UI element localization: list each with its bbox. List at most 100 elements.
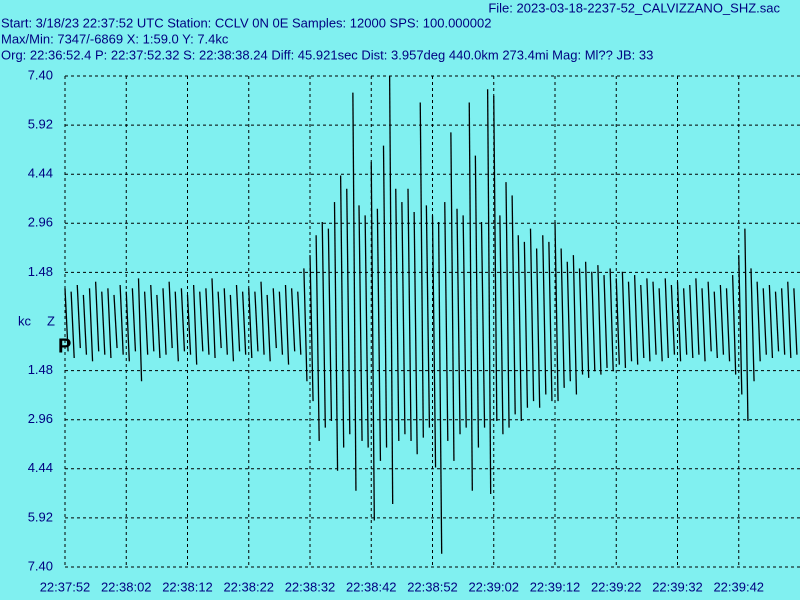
waveform-segment	[774, 291, 780, 352]
x-tick-label: 22:39:12	[530, 579, 581, 594]
waveform-segment	[401, 202, 406, 435]
y-tick-label: 2.96	[28, 411, 53, 426]
waveform-segment	[505, 182, 510, 428]
waveform-segment	[615, 278, 620, 365]
waveform-segment	[480, 221, 486, 428]
waveform-segment	[199, 291, 204, 352]
waveform-segment	[205, 288, 210, 355]
waveform-segment	[333, 202, 339, 471]
y-tick-label: 4.44	[28, 460, 53, 475]
waveform-segment	[321, 221, 326, 428]
waveform-segment	[682, 288, 688, 355]
x-tick-label: 22:38:22	[223, 579, 274, 594]
waveform-segment	[689, 284, 694, 359]
waveform-segment	[266, 294, 271, 362]
waveform-segment	[217, 291, 222, 349]
waveform-segment	[584, 261, 590, 378]
waveform-segment	[780, 288, 786, 355]
y-tick-label: 1.48	[28, 362, 53, 377]
x-tick-label: 22:39:22	[591, 579, 642, 594]
waveform-segment	[327, 228, 333, 422]
waveform-segment	[168, 281, 173, 349]
waveform-segment	[548, 241, 553, 402]
waveform-segment	[431, 215, 437, 468]
y-tick-label: 7.40	[28, 67, 53, 82]
waveform-segment	[174, 291, 179, 362]
waveform-segment	[493, 95, 498, 422]
waveform-segment	[768, 284, 774, 359]
waveform-segment	[603, 275, 608, 368]
file-name: File: 2023-03-18-2237-52_CALVIZZANO_SHZ.…	[488, 0, 780, 15]
waveform-segment	[554, 221, 559, 402]
waveform-segment	[756, 281, 761, 362]
waveform-segment	[670, 284, 676, 355]
waveform-segment	[750, 268, 755, 382]
x-tick-label: 22:37:52	[40, 579, 91, 594]
waveform-segment	[290, 288, 296, 352]
waveform-segment	[70, 291, 75, 359]
waveform-segment	[395, 188, 400, 441]
y-tick-label: 1.48	[28, 264, 53, 279]
waveform-segment	[150, 284, 155, 352]
waveform-segment	[278, 291, 284, 355]
waveform-segment	[701, 288, 706, 362]
waveform-segment	[731, 275, 737, 375]
waveform-segment	[572, 255, 578, 395]
waveform-segment	[744, 228, 749, 422]
waveform-segment	[517, 235, 522, 422]
waveform-segment	[640, 284, 645, 359]
waveform-segment	[315, 235, 320, 441]
waveform-segment	[621, 271, 627, 368]
waveform-segment	[560, 248, 565, 388]
start-info: Start: 3/18/23 22:37:52 UTC Station: CCL…	[1, 15, 491, 30]
channel-label: Z	[47, 313, 55, 328]
waveform-segment	[248, 288, 253, 359]
waveform-segment	[591, 271, 596, 372]
waveform-segment	[444, 202, 449, 441]
waveform-segment	[382, 145, 388, 448]
waveform-segment	[119, 284, 124, 355]
waveform-segment	[303, 268, 308, 382]
waveform-segment	[260, 281, 265, 355]
waveform-segment	[364, 215, 369, 448]
waveform-segment	[425, 205, 431, 428]
waveform-segment	[388, 75, 394, 504]
waveform-segment	[566, 261, 571, 382]
waveform-segment	[156, 294, 161, 359]
waveform-segment	[523, 241, 529, 408]
waveform-segment	[713, 291, 718, 359]
waveform-segment	[125, 291, 130, 362]
waveform-segment	[658, 288, 663, 362]
waveform-segment	[339, 175, 345, 448]
waveform-segment	[450, 132, 455, 461]
waveform-segment	[499, 215, 504, 435]
waveform-segment	[578, 268, 584, 375]
waveform-segment	[180, 288, 186, 352]
waveform-segment	[676, 281, 682, 362]
waveform-segment	[143, 291, 149, 355]
x-tick-label: 22:38:42	[346, 579, 397, 594]
x-tick-label: 22:39:42	[713, 579, 764, 594]
waveform-segment	[419, 102, 424, 438]
origin-info: Org: 22:36:52.4 P: 22:37:52.32 S: 22:38:…	[1, 47, 653, 62]
x-tick-label: 22:38:52	[407, 579, 458, 594]
waveform-segment	[725, 288, 731, 362]
waveform-segment	[719, 284, 725, 355]
waveform-segment	[94, 281, 100, 352]
waveform-segment	[627, 281, 633, 362]
y-tick-label: 5.92	[28, 509, 53, 524]
waveform-segment	[407, 188, 412, 441]
waveform-segment	[762, 288, 767, 355]
x-tick-label: 22:39:32	[652, 579, 703, 594]
waveform-segment	[309, 255, 314, 402]
waveform-segment	[352, 92, 357, 491]
waveform-segment	[223, 288, 228, 355]
y-tick-label: 5.92	[28, 117, 53, 132]
y-tick-label: 4.44	[28, 166, 53, 181]
waveform-segment	[101, 291, 106, 355]
waveform-segment	[76, 284, 81, 349]
waveform-segment	[162, 288, 167, 355]
y-tick-label: 7.40	[28, 558, 53, 573]
waveform-segment	[738, 255, 743, 395]
